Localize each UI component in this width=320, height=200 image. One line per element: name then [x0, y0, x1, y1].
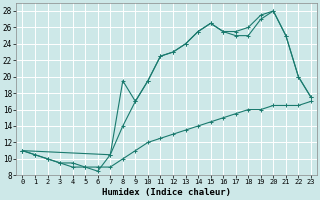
- X-axis label: Humidex (Indice chaleur): Humidex (Indice chaleur): [102, 188, 231, 197]
